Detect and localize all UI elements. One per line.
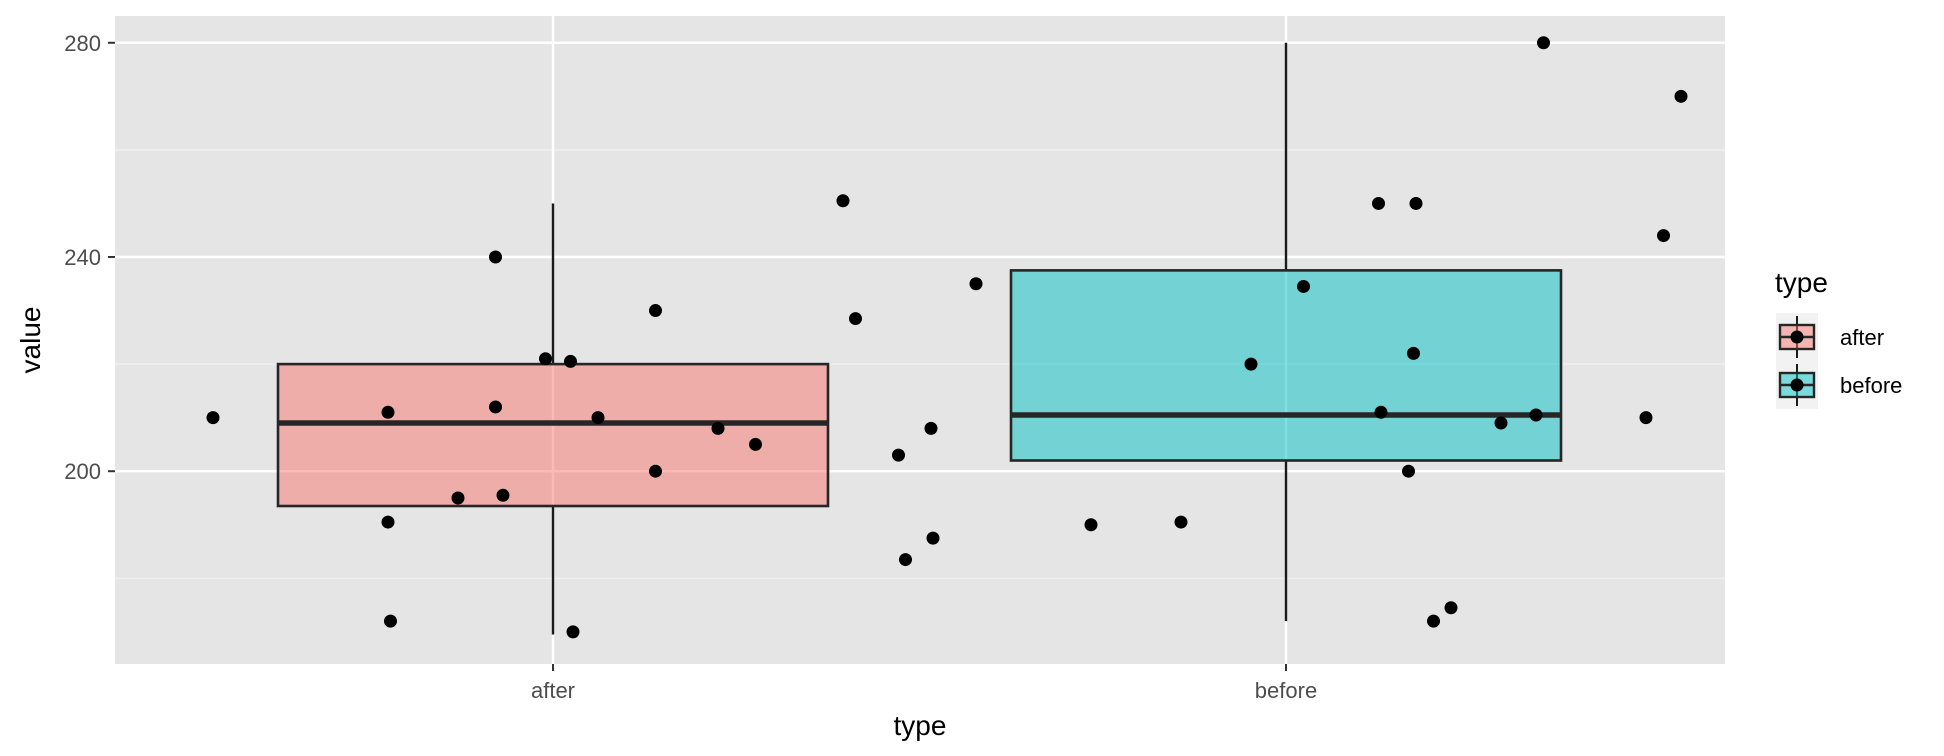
point-after: [206, 411, 220, 425]
point-before: [1409, 196, 1423, 210]
legend-item-before: before: [1776, 361, 1902, 409]
point-after: [711, 421, 725, 435]
point-after: [926, 531, 940, 545]
point-before: [969, 277, 983, 291]
point-before: [1407, 346, 1420, 360]
data-points: [206, 36, 1688, 639]
y-tick-label: 240: [64, 245, 101, 270]
legend-title: type: [1775, 267, 1828, 298]
legend-item-after: after: [1776, 313, 1884, 361]
point-before: [1427, 614, 1440, 628]
box-body: [1009, 269, 1563, 462]
point-before: [1444, 601, 1458, 615]
point-after: [381, 405, 395, 419]
point-before: [1372, 196, 1385, 210]
x-tick-label: before: [1255, 678, 1317, 703]
point-after: [489, 250, 502, 264]
point-after: [836, 194, 850, 208]
legend-key-point: [1790, 330, 1804, 344]
point-after: [649, 304, 662, 318]
point-before: [892, 448, 905, 462]
legend-label: before: [1840, 373, 1902, 398]
y-tick-label: 280: [64, 31, 101, 56]
point-before: [1639, 411, 1653, 425]
point-before: [1174, 515, 1188, 529]
point-after: [539, 352, 552, 366]
box-after: [276, 203, 830, 635]
legend-key-point: [1790, 378, 1804, 392]
point-before: [924, 421, 938, 435]
y-axis-title: value: [15, 307, 46, 374]
point-after: [381, 515, 395, 529]
point-before: [1084, 518, 1098, 532]
point-before: [1244, 357, 1258, 371]
point-after: [451, 491, 465, 505]
legend: type after before: [1775, 267, 1902, 409]
y-tick-label: 200: [64, 459, 101, 484]
x-tick-label: after: [531, 678, 575, 703]
point-before: [1657, 229, 1670, 243]
box-body: [276, 362, 830, 508]
point-before: [1374, 405, 1388, 419]
point-before: [1402, 464, 1415, 478]
point-before: [1529, 408, 1543, 422]
point-after: [384, 614, 397, 628]
point-before: [1674, 89, 1688, 103]
x-axis-title: type: [894, 710, 947, 741]
point-after: [649, 464, 662, 478]
point-after: [489, 400, 502, 414]
point-after: [566, 625, 580, 639]
box-before: [1009, 42, 1563, 622]
point-before: [1537, 36, 1550, 50]
point-after: [899, 553, 912, 567]
point-after: [749, 437, 762, 451]
point-after: [496, 488, 510, 502]
point-after: [564, 354, 577, 368]
point-after: [849, 312, 862, 326]
point-before: [1297, 279, 1310, 293]
legend-label: after: [1840, 325, 1884, 350]
boxes: [276, 42, 1563, 635]
axes: 200 240 280 after before: [64, 31, 1317, 703]
point-after: [591, 411, 605, 425]
point-before: [1494, 416, 1508, 430]
